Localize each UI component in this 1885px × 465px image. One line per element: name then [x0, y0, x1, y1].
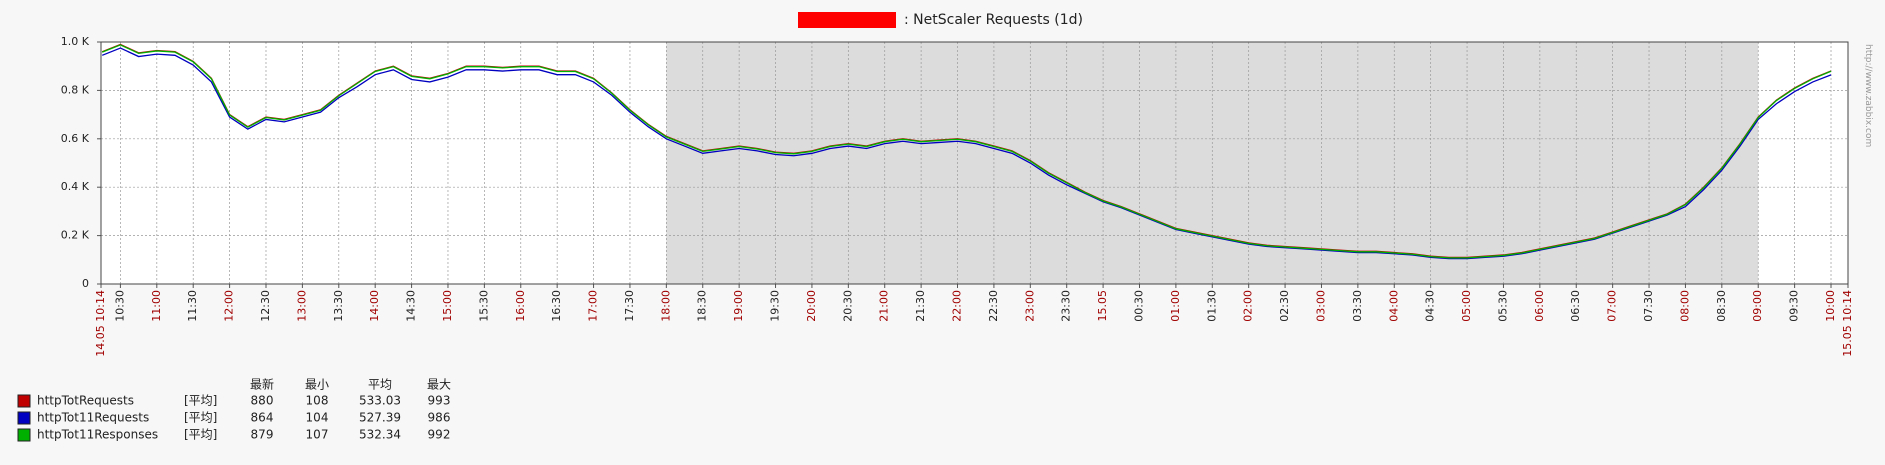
x-tick-label: 15.05: [1096, 290, 1109, 322]
x-tick-label: 11:30: [186, 290, 199, 322]
x-tick-label: 08:00: [1678, 290, 1691, 322]
x-tick-label: 04:00: [1387, 290, 1400, 322]
x-tick-label: 11:00: [150, 290, 163, 322]
y-tick-label: 0: [82, 277, 89, 290]
x-tick-label: 10:00: [1824, 290, 1837, 322]
x-tick-label: 12:30: [259, 290, 272, 322]
x-tick-label: 22:00: [951, 290, 964, 322]
legend-swatch: [17, 394, 31, 408]
plot-frame: [100, 41, 1849, 285]
x-tick-label: 02:00: [1242, 290, 1255, 322]
legend-stat: 993: [428, 394, 451, 408]
x-tick-label: 19:00: [732, 290, 745, 322]
x-tick-label: 19:30: [769, 290, 782, 322]
x-tick-label: 20:30: [841, 290, 854, 322]
legend-stat: 879: [251, 428, 274, 442]
x-tick-label: 15:30: [477, 290, 490, 322]
legend-func: [平均]: [184, 428, 217, 442]
x-tick-label: 00:30: [1132, 290, 1145, 322]
x-tick-label: 05:00: [1460, 290, 1473, 322]
x-tick-label: 07:30: [1642, 290, 1655, 322]
legend-stat: 107: [306, 428, 329, 442]
legend-header: 最大: [427, 378, 451, 392]
legend-header: 最新: [250, 377, 274, 392]
x-tick-label: 01:00: [1169, 290, 1182, 322]
legend-stat: 104: [306, 411, 329, 425]
x-tick-label: 01:30: [1205, 290, 1218, 322]
x-tick-label: 03:30: [1351, 290, 1364, 322]
x-tick-label: 08:30: [1715, 290, 1728, 322]
x-tick-label: 05:30: [1496, 290, 1509, 322]
x-tick-label: 16:30: [550, 290, 563, 322]
x-tick-label: 14:30: [405, 290, 418, 322]
legend-stat: 108: [306, 394, 329, 408]
y-tick-label: 1.0 K: [61, 35, 90, 48]
x-tick-label: 09:30: [1788, 290, 1801, 322]
legend-func: [平均]: [184, 411, 217, 425]
y-tick-label: 0.8 K: [61, 83, 90, 96]
x-tick-label: 13:00: [295, 290, 308, 322]
x-tick-label: 13:30: [332, 290, 345, 322]
x-tick-label: 06:30: [1569, 290, 1582, 322]
x-tick-label: 15.05 10:14: [1841, 290, 1854, 357]
legend-name: httpTotRequests: [37, 394, 134, 408]
legend-func: [平均]: [184, 394, 217, 408]
legend-swatch: [17, 428, 31, 442]
y-tick-label: 0.6 K: [61, 132, 90, 145]
legend-header: 平均: [368, 378, 392, 392]
legend-name: httpTot11Requests: [37, 411, 149, 425]
legend-stat: 532.34: [359, 428, 401, 442]
chart-title: : NetScaler Requests (1d): [904, 12, 1083, 28]
x-tick-label: 22:30: [987, 290, 1000, 322]
legend-stat: 864: [251, 411, 274, 425]
x-tick-label: 09:00: [1751, 290, 1764, 322]
redacted-host: [798, 12, 896, 28]
watermark: http://www.zabbix.com: [1863, 44, 1873, 147]
legend-stat: 533.03: [359, 394, 401, 408]
x-tick-label: 21:00: [878, 290, 891, 322]
x-tick-label: 14:00: [368, 290, 381, 322]
legend-stat: 880: [251, 394, 274, 408]
x-tick-label: 06:00: [1533, 290, 1546, 322]
x-tick-label: 10:30: [113, 290, 126, 322]
legend-stat: 992: [428, 428, 451, 442]
x-tick-label: 17:30: [623, 290, 636, 322]
x-tick-label: 20:00: [805, 290, 818, 322]
x-tick-label: 07:00: [1606, 290, 1619, 322]
legend-stat: 986: [428, 411, 451, 425]
x-tick-label: 03:00: [1314, 290, 1327, 322]
x-tick-label: 16:00: [514, 290, 527, 322]
x-tick-label: 18:30: [696, 290, 709, 322]
legend-name: httpTot11Responses: [37, 428, 158, 442]
x-tick-label: 21:30: [914, 290, 927, 322]
x-tick-label: 23:00: [1023, 290, 1036, 322]
series-line: [101, 44, 1832, 259]
legend-stat: 527.39: [359, 411, 401, 425]
y-tick-label: 0.2 K: [61, 229, 90, 242]
x-tick-label: 18:00: [659, 290, 672, 322]
series-line: [101, 47, 1832, 260]
x-tick-label: 14.05 10:14: [94, 290, 107, 357]
y-tick-label: 0.4 K: [61, 180, 90, 193]
x-tick-label: 17:00: [587, 290, 600, 322]
x-tick-label: 02:30: [1278, 290, 1291, 322]
x-tick-label: 23:30: [1060, 290, 1073, 322]
x-tick-label: 15:00: [441, 290, 454, 322]
legend-swatch: [17, 411, 31, 425]
legend-header: 最小: [305, 378, 329, 392]
x-tick-label: 04:30: [1424, 290, 1437, 322]
x-tick-label: 12:00: [223, 290, 236, 322]
